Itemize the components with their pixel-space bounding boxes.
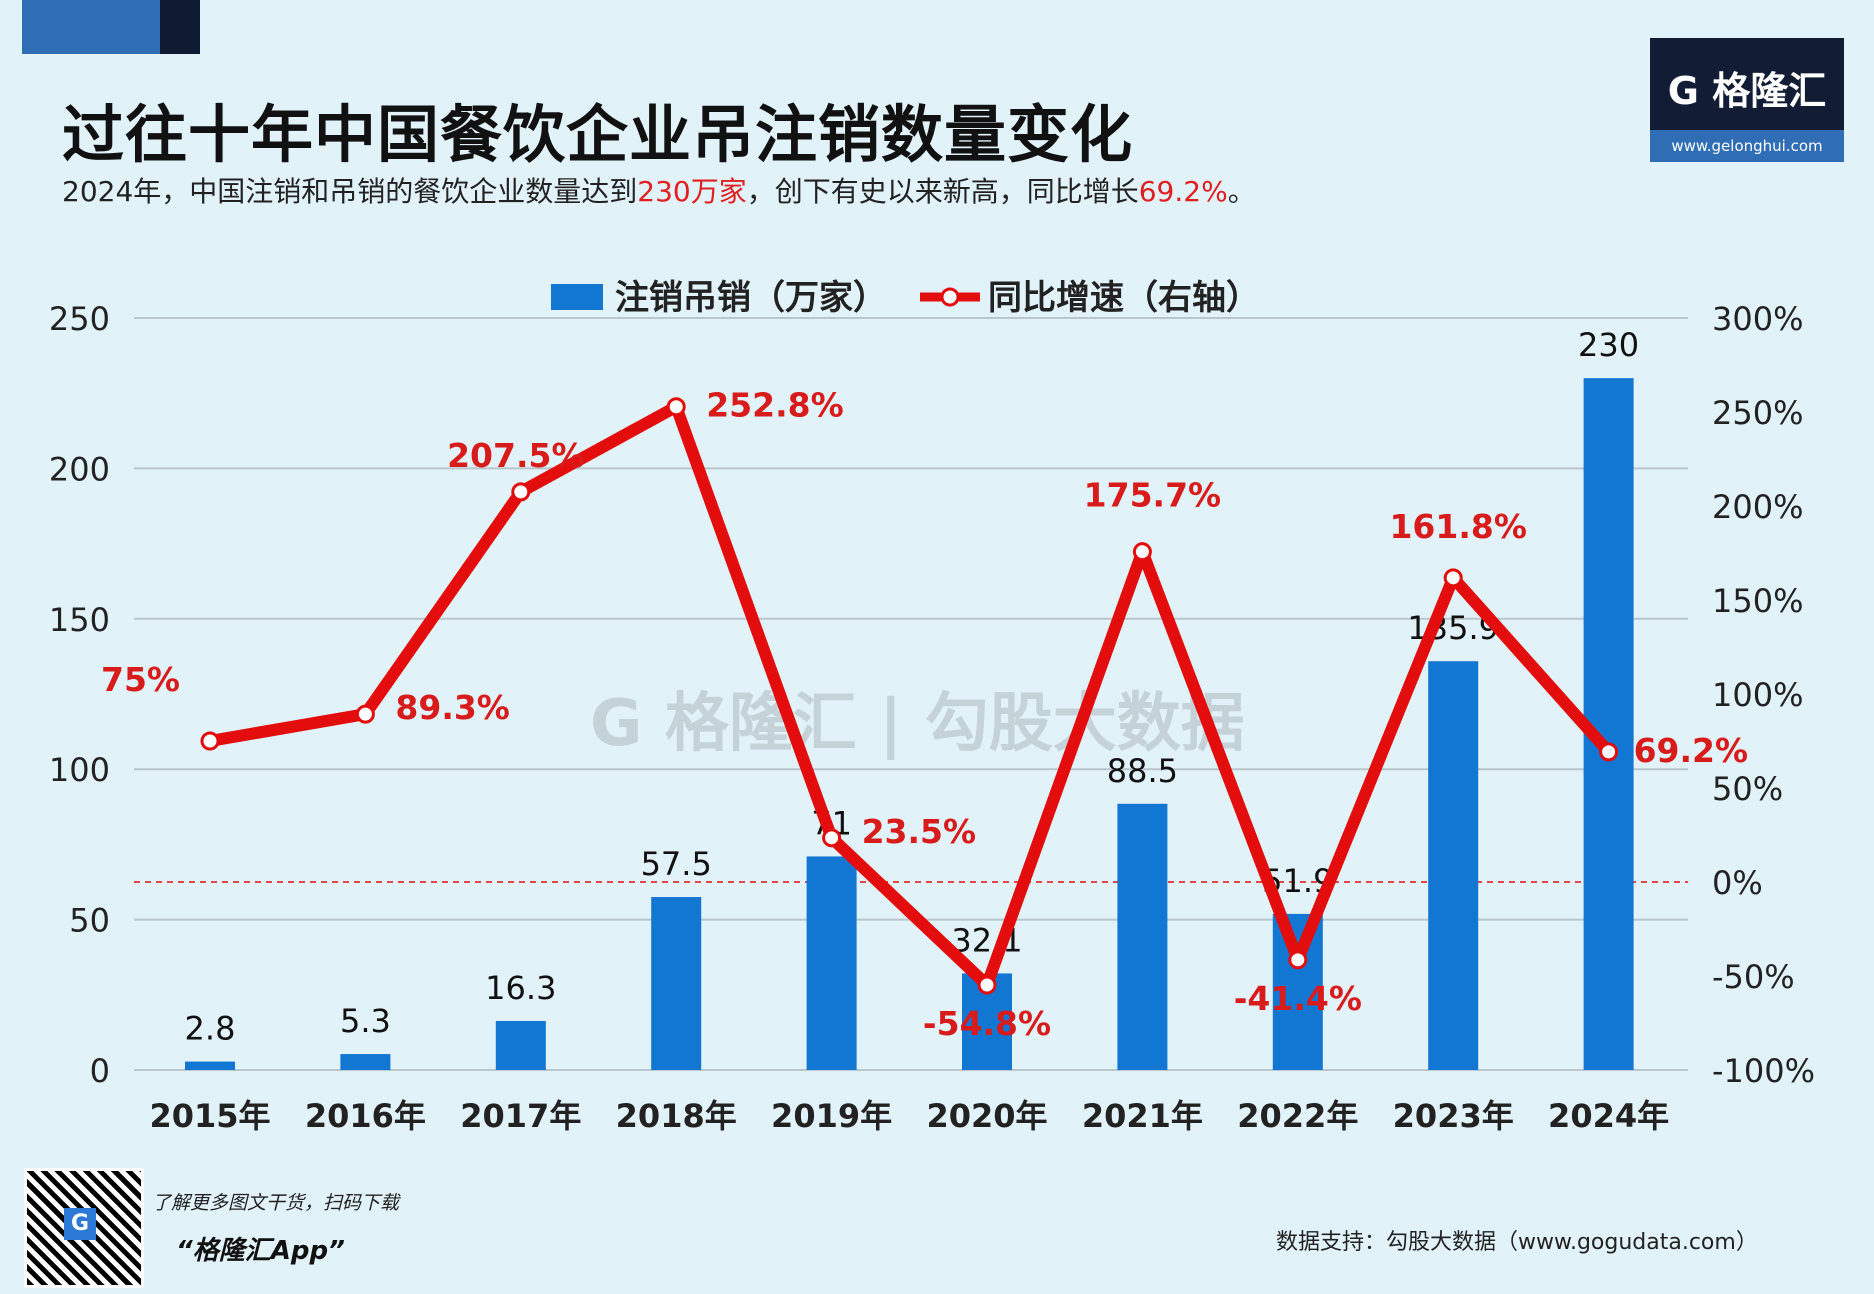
growth-point — [822, 828, 842, 848]
bar — [1428, 661, 1479, 1070]
x-tick-label: 2024年 — [1548, 1097, 1669, 1135]
growth-point — [200, 731, 220, 751]
bar-value-label: 5.3 — [340, 1002, 391, 1040]
bar — [185, 1061, 235, 1070]
y-right-tick-label: -50% — [1712, 958, 1795, 996]
growth-value-label: 89.3% — [395, 688, 510, 727]
growth-point — [666, 397, 686, 417]
y-left-tick-label: 200 — [49, 450, 110, 488]
growth-point — [1599, 742, 1619, 762]
corner-decoration-dark — [160, 0, 200, 54]
x-tick-label: 2017年 — [460, 1097, 581, 1135]
x-tick-label: 2023年 — [1393, 1097, 1514, 1135]
y-right-tick-label: 200% — [1712, 488, 1803, 526]
growth-point — [511, 482, 531, 502]
growth-point — [1443, 568, 1463, 588]
y-left-tick-label: 0 — [90, 1052, 110, 1090]
subtitle-text: 2024年，中国注销和吊销的餐饮企业数量达到 — [62, 175, 638, 208]
bar — [1583, 378, 1634, 1070]
x-tick-label: 2019年 — [771, 1097, 892, 1135]
subtitle-highlight: 69.2% — [1138, 175, 1228, 208]
growth-value-label: 207.5% — [447, 436, 584, 475]
y-left-tick-label: 50 — [69, 902, 110, 940]
bar-value-label: 16.3 — [485, 969, 556, 1007]
growth-value-label: 23.5% — [862, 812, 977, 851]
bar-value-label: 57.5 — [641, 845, 712, 883]
subtitle-text: ，创下有史以来新高，同比增长 — [746, 175, 1139, 208]
growth-value-label: -54.8% — [923, 1004, 1051, 1043]
growth-point — [1132, 542, 1152, 562]
x-tick-label: 2015年 — [149, 1097, 270, 1135]
y-left-tick-label: 250 — [49, 300, 110, 338]
y-right-tick-label: 50% — [1712, 770, 1783, 808]
growth-value-label: 175.7% — [1084, 476, 1221, 515]
legend-line-marker — [940, 287, 960, 307]
legend-bar-swatch — [551, 284, 603, 310]
bar — [1272, 913, 1323, 1070]
bar-value-label: 230 — [1578, 326, 1639, 364]
subtitle-highlight: 230万家 — [637, 175, 747, 208]
page-title: 过往十年中国餐饮企业吊注销数量变化 — [62, 98, 1134, 171]
qr-caption: 了解更多图文干货，扫码下载 — [152, 1192, 400, 1214]
x-tick-label: 2022年 — [1237, 1097, 1358, 1135]
growth-point — [1288, 950, 1308, 970]
y-right-tick-label: 250% — [1712, 394, 1803, 432]
brand-logo: G 格隆汇 www.gelonghui.com — [1650, 38, 1844, 162]
growth-line — [208, 400, 1614, 992]
watermark: G 格隆汇 | 勾股大数据 — [590, 687, 1245, 761]
bar — [651, 897, 702, 1070]
bar-value-label: 88.5 — [1107, 752, 1178, 790]
growth-point — [355, 704, 375, 724]
corner-decoration — [22, 0, 160, 54]
bar — [340, 1054, 391, 1070]
bar — [806, 856, 857, 1070]
bar-value-label: 2.8 — [185, 1010, 236, 1048]
growth-point — [977, 975, 997, 995]
bar — [495, 1020, 546, 1070]
growth-value-label: -41.4% — [1234, 979, 1362, 1018]
growth-value-label: 252.8% — [706, 386, 843, 425]
y-right-tick-label: 150% — [1712, 582, 1803, 620]
legend-bar-label: 注销吊销（万家） — [615, 278, 887, 318]
x-tick-label: 2016年 — [305, 1097, 426, 1135]
subtitle: 2024年，中国注销和吊销的餐饮企业数量达到230万家，创下有史以来新高，同比增… — [62, 170, 1256, 210]
subtitle-text: 。 — [1227, 175, 1256, 208]
app-name: “格隆汇App” — [176, 1236, 345, 1266]
logo-url: www.gelonghui.com — [1650, 130, 1844, 162]
growth-value-label: 75% — [101, 660, 180, 699]
y-right-tick-label: -100% — [1712, 1052, 1815, 1090]
y-right-tick-label: 0% — [1712, 864, 1763, 902]
growth-value-label: 69.2% — [1634, 731, 1749, 770]
legend-line-label: 同比增速（右轴） — [988, 278, 1260, 318]
y-right-tick-label: 300% — [1712, 300, 1803, 338]
x-tick-label: 2020年 — [926, 1097, 1047, 1135]
qr-logo-icon: G — [64, 1208, 96, 1240]
growth-value-label: 161.8% — [1389, 507, 1526, 546]
data-source: 数据支持：勾股大数据（www.gogudata.com） — [1276, 1230, 1758, 1255]
y-right-tick-label: 100% — [1712, 676, 1803, 714]
logo-name: G 格隆汇 — [1667, 69, 1827, 113]
x-tick-label: 2021年 — [1082, 1097, 1203, 1135]
bar — [1117, 803, 1168, 1070]
x-tick-label: 2018年 — [616, 1097, 737, 1135]
y-left-tick-label: 100 — [49, 751, 110, 789]
y-left-tick-label: 150 — [49, 601, 110, 639]
